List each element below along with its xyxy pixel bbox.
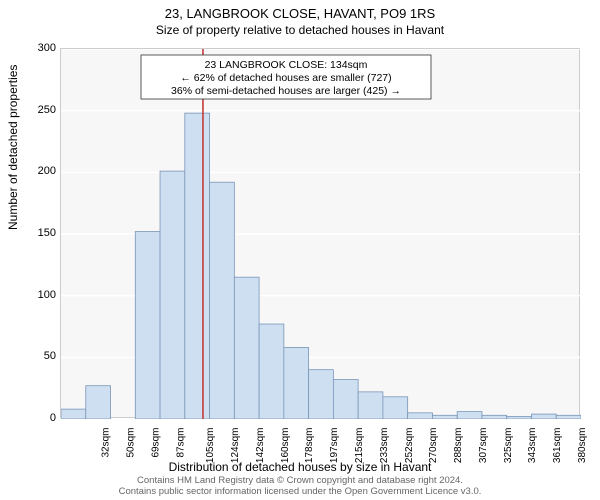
x-tick-label: 380sqm <box>577 428 588 464</box>
anno-line2: ← 62% of detached houses are smaller (72… <box>180 72 391 84</box>
bar <box>61 409 86 419</box>
x-tick-label: 270sqm <box>428 428 439 464</box>
chart-container: 23, LANGBROOK CLOSE, HAVANT, PO9 1RS Siz… <box>0 0 600 500</box>
chart-subtitle: Size of property relative to detached ho… <box>0 23 600 39</box>
x-tick-label: 325sqm <box>503 428 514 464</box>
x-tick-label: 288sqm <box>453 428 464 464</box>
y-tick-label: 150 <box>16 227 56 239</box>
x-tick-label: 50sqm <box>126 428 137 458</box>
bar <box>531 414 556 419</box>
x-tick-label: 307sqm <box>478 428 489 464</box>
x-tick-label: 32sqm <box>101 428 112 458</box>
y-tick-label: 300 <box>16 42 56 54</box>
bar <box>234 277 259 419</box>
y-tick-label: 250 <box>16 104 56 116</box>
y-axis-label: Number of detached properties <box>6 65 20 230</box>
bar <box>432 415 457 419</box>
bar <box>135 232 160 419</box>
bar <box>86 386 111 419</box>
chart-svg: 23 LANGBROOK CLOSE: 134sqm ← 62% of deta… <box>61 49 581 419</box>
x-tick-label: 105sqm <box>206 428 217 464</box>
bar <box>408 413 433 419</box>
y-tick-label: 50 <box>16 350 56 362</box>
footer-line2: Contains public sector information licen… <box>119 486 482 497</box>
bar <box>160 171 185 419</box>
x-tick-label: 124sqm <box>230 428 241 464</box>
anno-line3: 36% of semi-detached houses are larger (… <box>171 85 401 97</box>
bar <box>333 380 358 419</box>
x-tick-label: 69sqm <box>150 428 161 458</box>
y-tick-label: 100 <box>16 289 56 301</box>
x-tick-label: 215sqm <box>354 428 365 464</box>
x-tick-label: 361sqm <box>552 428 563 464</box>
y-tick-label: 200 <box>16 165 56 177</box>
y-tick-label: 0 <box>16 412 56 424</box>
anno-line1: 23 LANGBROOK CLOSE: 134sqm <box>205 59 368 71</box>
x-tick-label: 252sqm <box>404 428 415 464</box>
bar <box>210 182 235 419</box>
bar <box>284 347 309 419</box>
x-tick-label: 160sqm <box>280 428 291 464</box>
footer-line1: Contains HM Land Registry data © Crown c… <box>137 475 463 486</box>
chart-title: 23, LANGBROOK CLOSE, HAVANT, PO9 1RS <box>0 0 600 23</box>
x-tick-label: 142sqm <box>255 428 266 464</box>
x-tick-label: 343sqm <box>527 428 538 464</box>
bar <box>457 412 482 419</box>
bar <box>383 397 408 419</box>
x-tick-label: 233sqm <box>379 428 390 464</box>
x-tick-label: 178sqm <box>305 428 316 464</box>
bars <box>61 113 581 419</box>
bar <box>309 370 334 419</box>
annotation-box: 23 LANGBROOK CLOSE: 134sqm ← 62% of deta… <box>141 55 431 99</box>
footer: Contains HM Land Registry data © Crown c… <box>0 476 600 498</box>
bar <box>185 113 210 419</box>
bar <box>259 324 284 419</box>
bar <box>482 415 507 419</box>
bar <box>507 417 532 419</box>
bar <box>358 392 383 419</box>
x-tick-label: 197sqm <box>329 428 340 464</box>
plot-area: 23 LANGBROOK CLOSE: 134sqm ← 62% of deta… <box>60 48 580 418</box>
bar <box>556 415 581 419</box>
x-axis-label: Distribution of detached houses by size … <box>0 460 600 474</box>
x-tick-label: 87sqm <box>175 428 186 458</box>
